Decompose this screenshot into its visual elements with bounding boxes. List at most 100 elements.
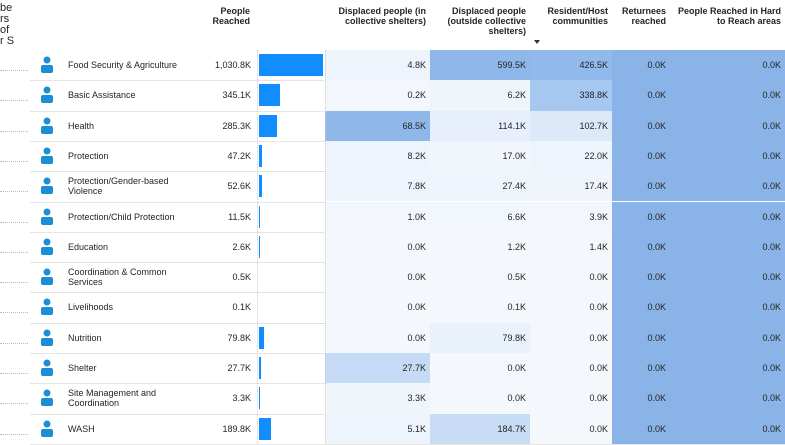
table-cell: 184.7K [430, 414, 530, 444]
table-cell: 3.3K [325, 383, 430, 413]
table-cell: 0.0K [612, 353, 670, 383]
table-cell: 17.4K [530, 171, 612, 201]
table-cell: 0.0K [612, 202, 670, 232]
row-divider [0, 343, 28, 344]
table-cell: 0.0K [670, 171, 785, 201]
table-cell: 0.0K [612, 50, 670, 80]
table-cell: 0.0K [325, 232, 430, 262]
bar [259, 175, 262, 197]
table-cell: 0.0K [670, 232, 785, 262]
icon-graphic [37, 85, 57, 105]
bar [259, 418, 271, 440]
row-divider [0, 191, 28, 192]
table-header-cell: Returnees reached [612, 6, 666, 26]
row-divider [0, 131, 28, 132]
people-reached: 27.7K [185, 353, 255, 383]
bar [259, 54, 323, 76]
icon-graphic [37, 328, 57, 348]
row-divider [0, 312, 28, 313]
table-cell: 0.0K [670, 141, 785, 171]
people-reached: 0.5K [185, 262, 255, 292]
table-cell: 0.0K [430, 353, 530, 383]
table-cell: 0.0K [530, 292, 612, 322]
row-divider [0, 403, 28, 404]
sector-name: Basic Assistance [68, 84, 183, 106]
people-reached: 3.3K [185, 383, 255, 413]
table-cell: 3.9K [530, 202, 612, 232]
table-cell: 0.0K [530, 262, 612, 292]
row-divider [0, 222, 28, 223]
table-cell: 599.5K [430, 50, 530, 80]
table-cell: 0.0K [325, 323, 430, 353]
row-divider [0, 282, 28, 283]
table-cell: 0.0K [612, 171, 670, 201]
table-cell: 0.0K [670, 292, 785, 322]
table-cell: 0.2K [325, 80, 430, 110]
sector-icon [37, 207, 57, 227]
bar [259, 206, 260, 228]
sector-name: Site Management and Coordination [68, 387, 183, 409]
icon-graphic [37, 419, 57, 439]
sector-name: Protection/Child Protection [68, 206, 183, 228]
table-cell: 4.8K [325, 50, 430, 80]
people-reached: 79.8K [185, 323, 255, 353]
table-cell: 0.0K [530, 323, 612, 353]
table-cell: 0.0K [612, 80, 670, 110]
icon-graphic [37, 237, 57, 257]
table-cell: 0.0K [530, 383, 612, 413]
table-header-cell: Displaced people (in collective shelters… [325, 6, 426, 26]
icon-graphic [37, 207, 57, 227]
table-cell: 8.2K [325, 141, 430, 171]
table-cell: 68.5K [325, 111, 430, 141]
sector-icon [37, 358, 57, 378]
icon-graphic [37, 116, 57, 136]
icon-graphic [37, 358, 57, 378]
icon-graphic [37, 55, 57, 75]
table-cell: 0.0K [325, 262, 430, 292]
row-divider [0, 70, 28, 71]
column-line [257, 50, 258, 444]
sector-name: Livelihoods [68, 296, 183, 318]
people-reached: 2.6K [185, 232, 255, 262]
bar [259, 115, 277, 137]
table-cell: 0.0K [670, 111, 785, 141]
table-cell: 426.5K [530, 50, 612, 80]
table-cell: 1.2K [430, 232, 530, 262]
table-cell: 1.0K [325, 202, 430, 232]
sort-arrow [534, 40, 540, 44]
table-cell: 0.0K [612, 262, 670, 292]
table-cell: 0.0K [612, 111, 670, 141]
sector-name: Education [68, 236, 183, 258]
people-reached: 285.3K [185, 111, 255, 141]
icon-graphic [37, 146, 57, 166]
sector-name: Coordination & Common Services [68, 266, 183, 288]
icon-graphic [37, 267, 57, 287]
row-divider [0, 100, 28, 101]
people-reached: 52.6K [185, 171, 255, 201]
sector-name: Health [68, 115, 183, 137]
table-cell: 0.0K [612, 141, 670, 171]
table-cell: 0.0K [530, 414, 612, 444]
sector-name: WASH [68, 418, 183, 440]
sector-icon [37, 85, 57, 105]
sector-icon [37, 328, 57, 348]
table-cell: 79.8K [430, 323, 530, 353]
table-cell: 0.0K [670, 383, 785, 413]
bar [259, 327, 264, 349]
icon-graphic [37, 388, 57, 408]
table-header-cell: People Reached [185, 6, 250, 26]
column-line [325, 50, 326, 444]
sector-name: Shelter [68, 357, 183, 379]
table-cell: 0.0K [612, 232, 670, 262]
sector-icon [37, 116, 57, 136]
table-cell: 0.0K [670, 353, 785, 383]
sector-icon [37, 237, 57, 257]
people-reached: 0.1K [185, 292, 255, 322]
sector-icon [37, 297, 57, 317]
table-cell: 6.2K [430, 80, 530, 110]
table-cell: 0.0K [430, 383, 530, 413]
table-cell: 0.0K [612, 323, 670, 353]
sector-icon [37, 176, 57, 196]
sector-icon [37, 267, 57, 287]
sector-name: Protection/Gender-based Violence [68, 175, 183, 197]
